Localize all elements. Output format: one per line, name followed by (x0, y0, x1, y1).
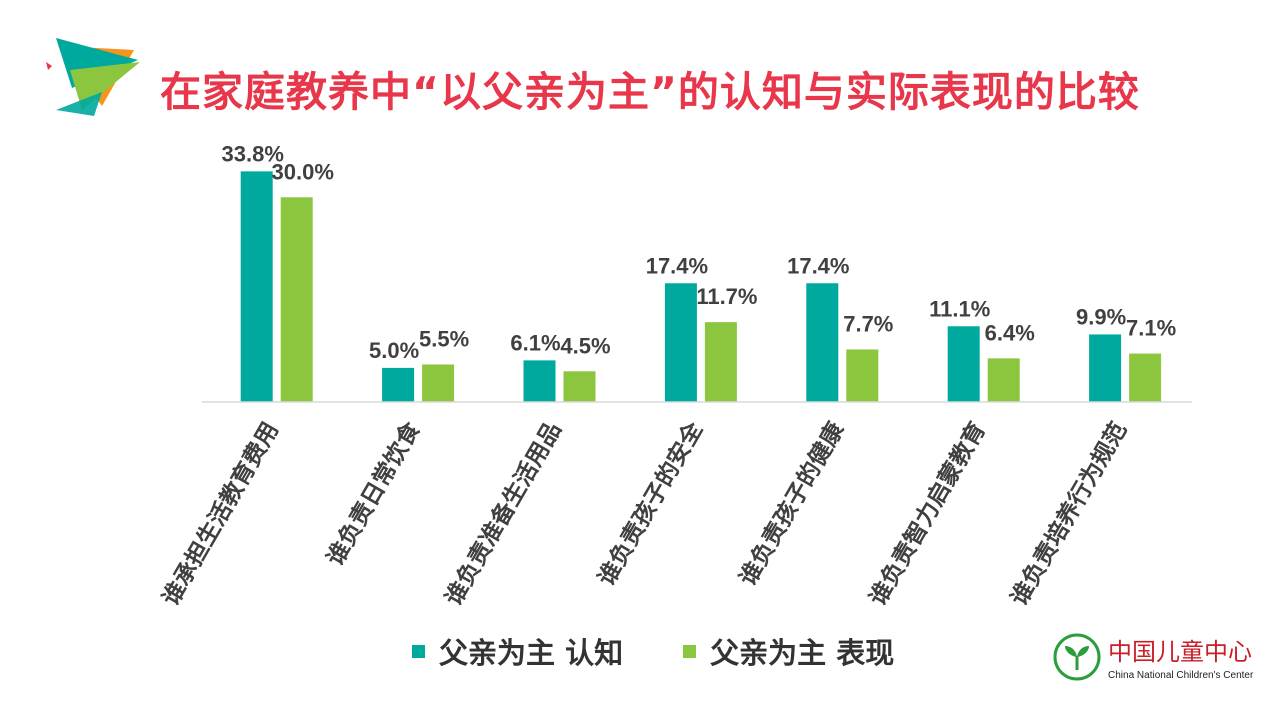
data-label-series-b-2: 4.5% (560, 333, 610, 358)
bar-series-b-5 (987, 358, 1020, 402)
data-label-series-b-0: 30.0% (272, 159, 334, 184)
decorative-corner-logo (46, 38, 140, 116)
data-label-series-b-1: 5.5% (419, 326, 469, 351)
bar-series-b-0 (280, 197, 313, 402)
slide-title: 在家庭教养中“以父亲为主”的认知与实际表现的比较 (160, 68, 1140, 116)
category-label-4: 谁负责孩子的健康 (734, 417, 850, 591)
bar-series-b-3 (704, 322, 737, 402)
legend-label-series-a: 父亲为主 认知 (439, 636, 624, 670)
organization-name-cn: 中国儿童中心 (1108, 638, 1252, 666)
category-label-0: 谁承担生活教育费用 (157, 418, 284, 611)
organization-logo: 中国儿童中心 China National Children's Center (1052, 628, 1253, 688)
category-label-1: 谁负责日常饮食 (321, 417, 425, 571)
organization-name-en: China National Children's Center (1108, 670, 1254, 681)
data-label-series-a-1: 5.0% (369, 338, 419, 363)
bar-series-a-6 (1089, 334, 1122, 402)
chart-legend: 父亲为主 认知 父亲为主 表现 (412, 630, 894, 672)
data-label-series-b-6: 7.1% (1126, 316, 1176, 341)
legend-item-series-b: 父亲为主 表现 (683, 630, 894, 672)
bar-series-a-4 (806, 283, 839, 402)
bar-series-a-0 (240, 171, 273, 402)
legend-label-series-b: 父亲为主 表现 (710, 636, 895, 670)
bar-series-b-6 (1129, 353, 1162, 402)
data-label-series-a-2: 6.1% (510, 330, 560, 355)
sprout-logo-icon (1053, 633, 1101, 681)
category-label-3: 谁负责孩子的安全 (593, 417, 709, 591)
data-label-series-b-3: 11.7% (696, 284, 757, 309)
legend-swatch-series-a (412, 644, 425, 658)
legend-item-series-a: 父亲为主 认知 (412, 630, 623, 672)
bar-series-a-1 (382, 367, 415, 402)
data-label-series-a-4: 17.4% (787, 253, 849, 278)
bar-series-b-2 (563, 371, 596, 402)
bar-series-a-2 (523, 360, 556, 402)
category-label-5: 谁负责智力启蒙教育 (864, 417, 991, 610)
data-label-series-a-6: 9.9% (1076, 304, 1126, 329)
data-label-series-a-3: 17.4% (646, 253, 708, 278)
category-label-2: 谁负责准备生活用品 (440, 418, 567, 611)
bar-series-a-5 (947, 326, 980, 402)
bar-series-b-4 (846, 349, 879, 402)
data-label-series-a-0: 33.8% (222, 141, 284, 166)
data-label-series-a-5: 11.1% (929, 296, 990, 321)
data-label-series-b-4: 7.7% (843, 311, 893, 336)
category-label-6: 谁负责培养行为规范 (1005, 418, 1132, 611)
bar-series-b-1 (422, 364, 455, 402)
data-label-series-b-5: 6.4% (985, 320, 1035, 345)
legend-swatch-series-b (683, 644, 697, 658)
bar-series-a-3 (664, 283, 697, 402)
